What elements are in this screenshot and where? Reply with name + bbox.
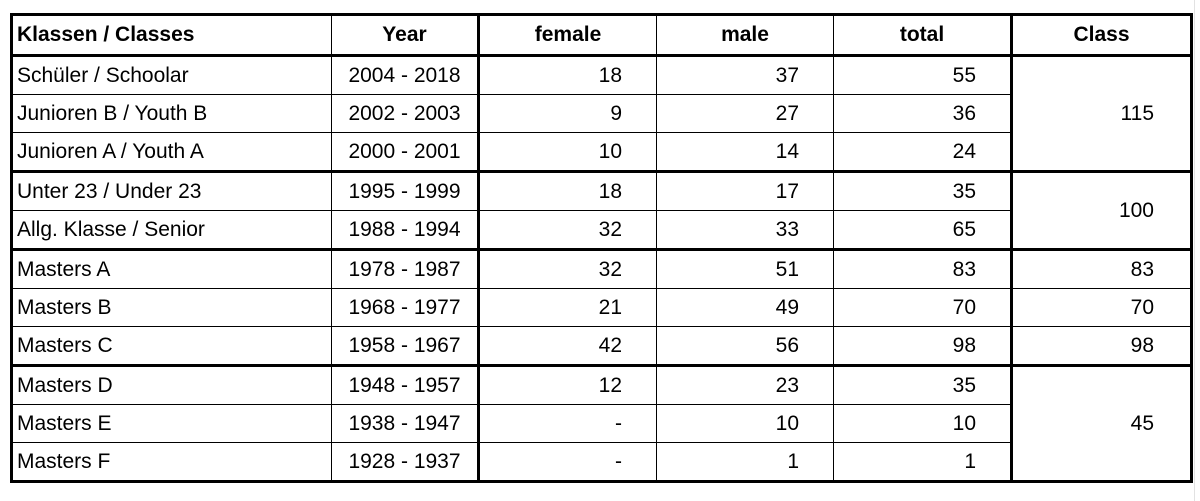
table-cell: -	[478, 442, 657, 482]
table-cell: Masters B	[11, 288, 332, 327]
table-cell: 1978 - 1987	[331, 248, 480, 289]
table-cell: 65	[833, 210, 1013, 250]
class-cell: 83	[1011, 248, 1192, 289]
table-cell: 10	[478, 132, 657, 172]
table-cell: 9	[478, 94, 657, 133]
table-cell: 37	[656, 55, 834, 95]
table-cell: Junioren A / Youth A	[11, 132, 332, 172]
table-cell: 42	[478, 326, 657, 366]
table-row: Masters B 1968 - 1977 21 49 70 70	[11, 288, 1192, 327]
table-cell: 1988 - 1994	[331, 210, 480, 250]
class-cell: 100	[1011, 170, 1192, 250]
table-cell: 1	[656, 442, 834, 482]
table-cell: 32	[478, 210, 657, 250]
class-table: Klassen / Classes Year female male total Clas…	[10, 13, 1193, 483]
table-row: Unter 23 / Under 23 1995 - 1999 18 17 35 100	[11, 170, 1192, 250]
class-cell: 98	[1011, 326, 1192, 366]
header-cell: Year	[331, 14, 480, 57]
table-cell: Masters E	[11, 404, 332, 443]
table-row: Junioren B / Youth B 2002 - 2003 9 27 36	[11, 94, 1192, 133]
table-cell: 2000 - 2001	[331, 132, 480, 172]
table-cell: Junioren B / Youth B	[11, 94, 332, 133]
table-cell: 35	[833, 170, 1013, 211]
table-row: Masters F 1928 - 1937-1 1	[11, 442, 1192, 482]
table-cell: 14	[656, 132, 834, 172]
header-cell: male	[656, 14, 834, 57]
table-cell: 1995 - 1999	[331, 170, 480, 211]
table-cell: 1938 - 1947	[331, 404, 480, 443]
table-cell: Masters A	[11, 248, 332, 289]
class-cell: 70	[1011, 288, 1192, 327]
table-cell: Allg. Klasse / Senior	[11, 210, 332, 250]
table-cell: 2002 - 2003	[331, 94, 480, 133]
table-cell: 17	[656, 170, 834, 211]
table-cell: Unter 23 / Under 23	[11, 170, 332, 211]
table-cell: 1968 - 1977	[331, 288, 480, 327]
table-cell: Masters D	[11, 364, 332, 405]
header-row: Klassen / Classes Year female male total Clas…	[11, 14, 1192, 57]
table-cell: 1	[833, 442, 1013, 482]
table-cell: 70	[833, 288, 1013, 327]
table-row: Schüler / Schoolar 2004 - 2018 18 37 55 115	[11, 55, 1192, 172]
table-cell: 18	[478, 55, 657, 95]
table-cell: 35	[833, 364, 1013, 405]
table-row: Masters A 1978 - 1987 32 51 83 83	[11, 248, 1192, 289]
header-cell: female	[478, 14, 657, 57]
table-cell: 83	[833, 248, 1013, 289]
table-cell: 18	[478, 170, 657, 211]
table-cell: Masters C	[11, 326, 332, 366]
table-cell: 12	[478, 364, 657, 405]
table-cell: 49	[656, 288, 834, 327]
table-cell: 24	[833, 132, 1013, 172]
table-cell: 36	[833, 94, 1013, 133]
table-cell: 2004 - 2018	[331, 55, 480, 95]
table-cell: 1948 - 1957	[331, 364, 480, 405]
table-cell: 33	[656, 210, 834, 250]
table-cell: 55	[833, 55, 1013, 95]
table-cell: 23	[656, 364, 834, 405]
table-body: Schüler / Schoolar 2004 - 2018 18 37 55 115 Ju…	[11, 55, 1192, 482]
table-cell: Schüler / Schoolar	[11, 55, 332, 95]
table-row: Junioren A / Youth A 2000 - 2001 10 14 24	[11, 132, 1192, 172]
class-cell: 45	[1011, 364, 1192, 482]
header-cell: Klassen / Classes	[11, 14, 332, 57]
class-cell: 115	[1011, 55, 1192, 172]
table-cell: 27	[656, 94, 834, 133]
table-cell: 51	[656, 248, 834, 289]
table-cell: 98	[833, 326, 1013, 366]
table-cell: Masters F	[11, 442, 332, 482]
header-cell: total	[833, 14, 1013, 57]
table-cell: 1928 - 1937	[331, 442, 480, 482]
table-cell: 21	[478, 288, 657, 327]
table-row: Masters C 1958 - 1967 42 56 98 98	[11, 326, 1192, 366]
table-cell: 10	[656, 404, 834, 443]
table-cell: 10	[833, 404, 1013, 443]
table-row: Masters E 1938 - 1947-10 10	[11, 404, 1192, 443]
table-cell: 32	[478, 248, 657, 289]
header-cell: Class	[1011, 14, 1192, 57]
table-cell: 1958 - 1967	[331, 326, 480, 366]
table-cell: -	[478, 404, 657, 443]
table-cell: 56	[656, 326, 834, 366]
table-row: Masters D 1948 - 1957 12 23 35 45	[11, 364, 1192, 482]
